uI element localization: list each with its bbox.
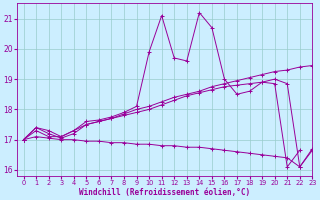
X-axis label: Windchill (Refroidissement éolien,°C): Windchill (Refroidissement éolien,°C) bbox=[79, 188, 250, 197]
